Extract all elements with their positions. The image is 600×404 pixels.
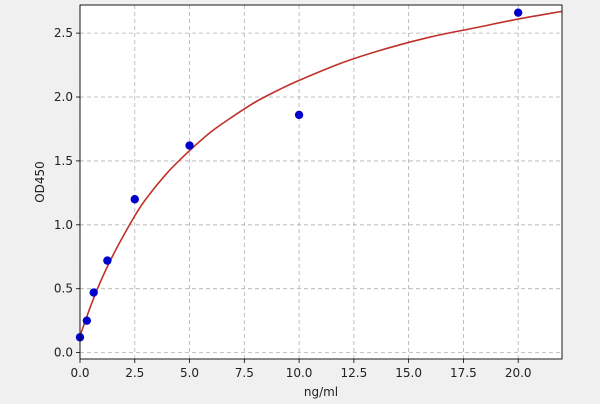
data-points-layer (75, 8, 523, 342)
x-tick-label: 5.0 (180, 366, 199, 380)
x-tick-label: 7.5 (235, 366, 254, 380)
x-tick-label: 17.5 (450, 366, 477, 380)
fit-curve (79, 10, 563, 337)
x-tick-label: 20.0 (505, 366, 532, 380)
data-point (130, 195, 139, 204)
data-point (82, 316, 92, 325)
fit-curve-layer (79, 10, 563, 337)
x-tick-label: 0.0 (70, 366, 89, 380)
x-tick-label: 15.0 (395, 366, 422, 380)
x-tick-label: 10.0 (286, 366, 313, 380)
grid-lines (79, 5, 562, 359)
plot-area (80, 5, 562, 359)
data-point (185, 141, 194, 150)
data-point (103, 256, 112, 265)
data-point (294, 110, 304, 120)
tick-labels: 0.0 2.5 5.0 7.5 10.0 12.5 15.0 17.5 20.0 0.0 0.5 1.… (54, 26, 532, 380)
y-tick-label: 2.5 (54, 26, 73, 40)
y-tick-label: 1.5 (54, 154, 73, 168)
plot-frame (79, 4, 563, 360)
y-tick-label: 1.0 (54, 218, 73, 232)
y-axis-title: OD450 (33, 161, 47, 203)
x-tick-label: 12.5 (341, 366, 368, 380)
x-tick-label: 2.5 (125, 366, 144, 380)
y-tick-label: 0.5 (54, 282, 73, 296)
axes (76, 4, 563, 363)
data-point (513, 8, 523, 17)
data-point (89, 288, 98, 297)
y-tick-label: 0.0 (54, 346, 73, 360)
x-axis-title: ng/ml (304, 385, 338, 399)
y-tick-label: 2.0 (54, 90, 73, 104)
